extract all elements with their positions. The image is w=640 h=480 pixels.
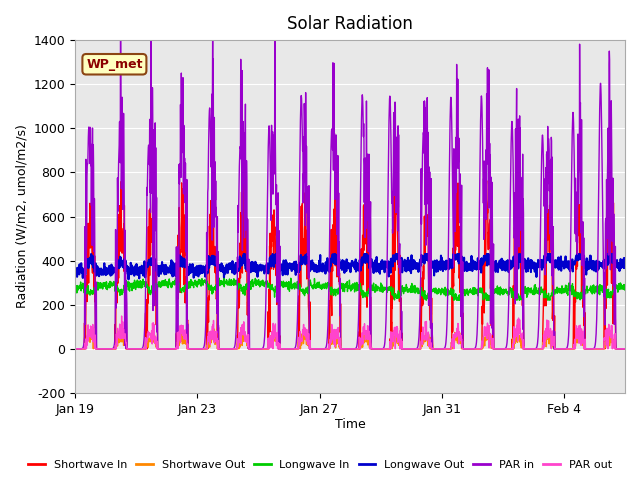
Shortwave In: [516, 154, 524, 159]
Shortwave In: [99, 346, 107, 352]
Longwave In: [324, 279, 332, 285]
Longwave In: [99, 280, 107, 286]
PAR in: [324, 313, 332, 319]
Longwave In: [605, 295, 613, 301]
Line: Longwave Out: Longwave Out: [75, 254, 625, 279]
PAR out: [71, 346, 79, 352]
PAR in: [605, 61, 613, 67]
PAR in: [271, 0, 278, 5]
Longwave Out: [339, 259, 347, 265]
Line: Longwave In: Longwave In: [75, 278, 625, 300]
Longwave Out: [324, 266, 332, 272]
Longwave In: [450, 298, 458, 303]
PAR in: [504, 312, 512, 318]
PAR out: [339, 346, 347, 352]
Line: PAR out: PAR out: [75, 316, 625, 349]
Shortwave Out: [605, 331, 613, 337]
Y-axis label: Radiation (W/m2, umol/m2/s): Radiation (W/m2, umol/m2/s): [15, 125, 28, 309]
PAR out: [605, 333, 613, 338]
Shortwave Out: [543, 325, 551, 331]
Longwave In: [339, 288, 347, 294]
Longwave Out: [505, 269, 513, 275]
PAR in: [71, 346, 79, 352]
PAR out: [621, 346, 629, 352]
PAR in: [339, 346, 347, 352]
Shortwave In: [324, 346, 332, 352]
PAR in: [99, 346, 107, 352]
Shortwave Out: [71, 346, 79, 352]
Shortwave Out: [324, 346, 332, 352]
PAR in: [621, 346, 629, 352]
PAR out: [504, 346, 512, 352]
X-axis label: Time: Time: [335, 419, 365, 432]
Longwave Out: [605, 252, 613, 258]
Longwave In: [605, 291, 613, 297]
Shortwave In: [504, 346, 512, 352]
Line: Shortwave Out: Shortwave Out: [75, 328, 625, 349]
Shortwave In: [605, 219, 613, 225]
Longwave In: [505, 290, 513, 296]
Shortwave Out: [99, 346, 107, 352]
Shortwave In: [621, 346, 629, 352]
Line: PAR in: PAR in: [75, 2, 625, 349]
Longwave In: [71, 286, 79, 292]
Longwave In: [621, 287, 629, 292]
Longwave Out: [71, 273, 79, 278]
Line: Shortwave In: Shortwave In: [75, 156, 625, 349]
Legend: Shortwave In, Shortwave Out, Longwave In, Longwave Out, PAR in, PAR out: Shortwave In, Shortwave Out, Longwave In…: [24, 456, 616, 474]
Shortwave In: [605, 236, 613, 242]
Shortwave In: [339, 346, 346, 352]
PAR in: [605, 48, 613, 54]
Shortwave Out: [504, 346, 512, 352]
PAR out: [99, 346, 107, 352]
Longwave Out: [100, 267, 108, 273]
Longwave Out: [125, 276, 132, 282]
PAR out: [605, 326, 613, 332]
Longwave In: [215, 275, 223, 281]
Shortwave Out: [621, 346, 629, 352]
PAR out: [324, 346, 332, 352]
Title: Solar Radiation: Solar Radiation: [287, 15, 413, 33]
Text: WP_met: WP_met: [86, 58, 143, 71]
Shortwave In: [71, 346, 79, 352]
Longwave Out: [605, 258, 613, 264]
Shortwave Out: [605, 337, 613, 343]
Longwave Out: [621, 255, 629, 261]
Longwave Out: [87, 251, 95, 257]
PAR out: [118, 313, 125, 319]
Shortwave Out: [339, 346, 346, 352]
